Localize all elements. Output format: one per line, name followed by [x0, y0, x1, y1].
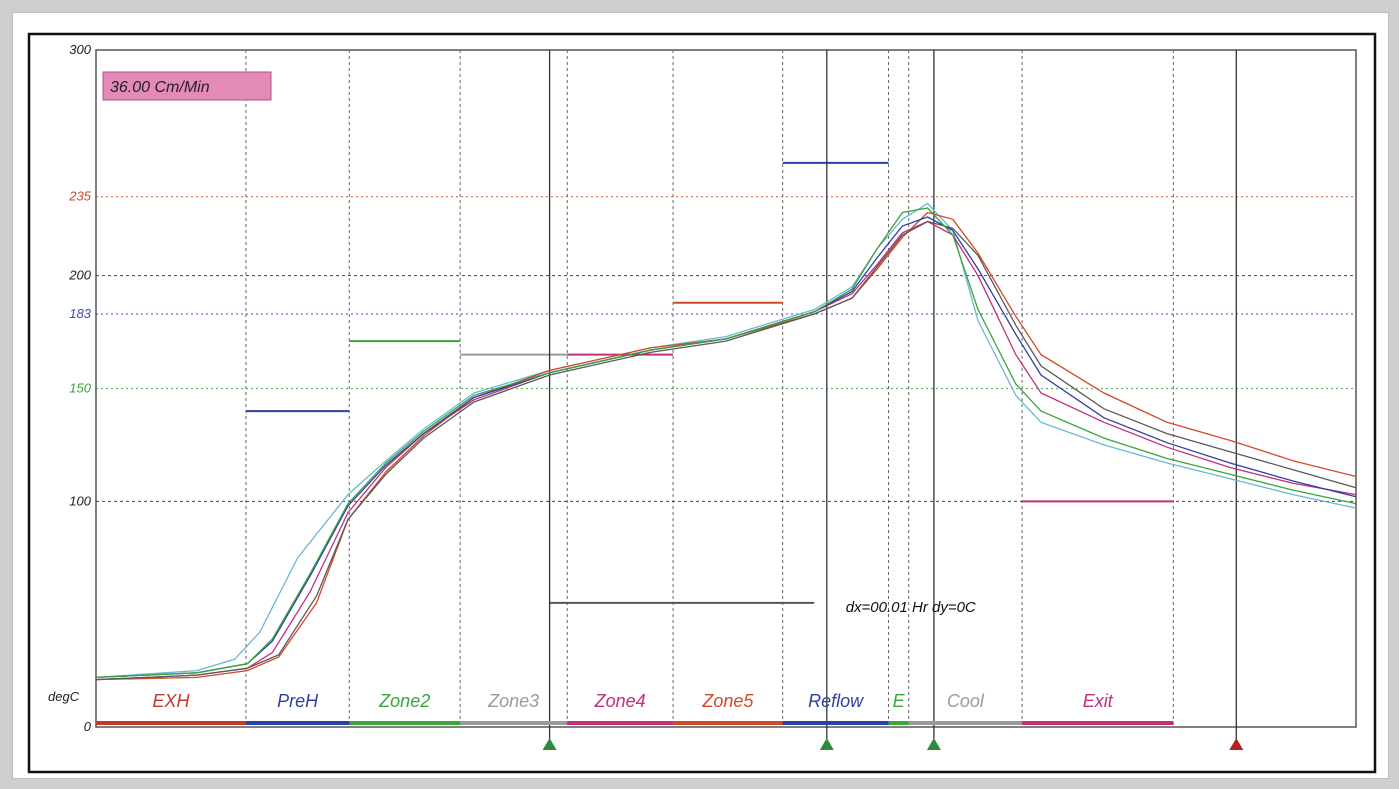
y-tick-label: 0 — [84, 719, 92, 734]
speed-badge: 36.00 Cm/Min — [102, 71, 272, 101]
temperature-trace — [95, 207, 1357, 679]
zone-label: EXH — [152, 691, 190, 711]
zone-bar — [673, 721, 783, 725]
zone-label: Exit — [1083, 691, 1114, 711]
cursor-marker — [819, 738, 834, 750]
zone-bar — [908, 721, 1023, 725]
cursor-marker — [1229, 738, 1244, 750]
zone-bar — [245, 721, 350, 725]
cursor-marker — [542, 738, 557, 750]
cursor-readout: dx=00.01 Hr dy=0C — [846, 599, 976, 616]
chart-frame: 300 235 200 183 150 100 0 EXH PreH Zone2 Zone3 Zone… — [12, 12, 1389, 779]
y-tick-label: 235 — [68, 189, 91, 204]
zone-bar — [96, 721, 246, 725]
temperature-trace — [95, 220, 1357, 681]
outer-border — [27, 32, 1377, 774]
zone-label: Zone4 — [594, 691, 646, 711]
y-tick-label: 300 — [69, 42, 91, 57]
zone-label: PreH — [277, 691, 319, 711]
unit-label: degC — [48, 689, 80, 704]
cursor-marker — [926, 738, 941, 750]
zone-label: E — [893, 691, 906, 711]
y-tick-label: 200 — [68, 268, 91, 283]
speed-badge-bg — [102, 71, 272, 101]
reflow-profile-chart: 300 235 200 183 150 100 0 EXH PreH Zone2 Zone3 Zone… — [27, 32, 1377, 774]
temperature-trace — [95, 220, 1357, 681]
zone-label: Zone5 — [701, 691, 754, 711]
y-tick-label: 183 — [69, 306, 91, 321]
zone-label: Reflow — [808, 691, 864, 711]
zone-label: Cool — [947, 691, 985, 711]
zone-label: Zone3 — [487, 691, 539, 711]
zone-bar — [782, 721, 889, 725]
zone-label: Zone2 — [378, 691, 430, 711]
zone-bar — [567, 721, 674, 725]
y-tick-label: 100 — [69, 493, 91, 508]
temperature-trace — [95, 216, 1357, 679]
zone-bar — [349, 721, 461, 725]
zone-bar — [888, 721, 909, 725]
y-tick-label: 150 — [69, 381, 91, 396]
temperature-trace — [95, 202, 1357, 679]
speed-badge-text: 36.00 Cm/Min — [110, 79, 210, 96]
zone-bar — [460, 721, 568, 725]
zone-bar — [1022, 721, 1174, 725]
